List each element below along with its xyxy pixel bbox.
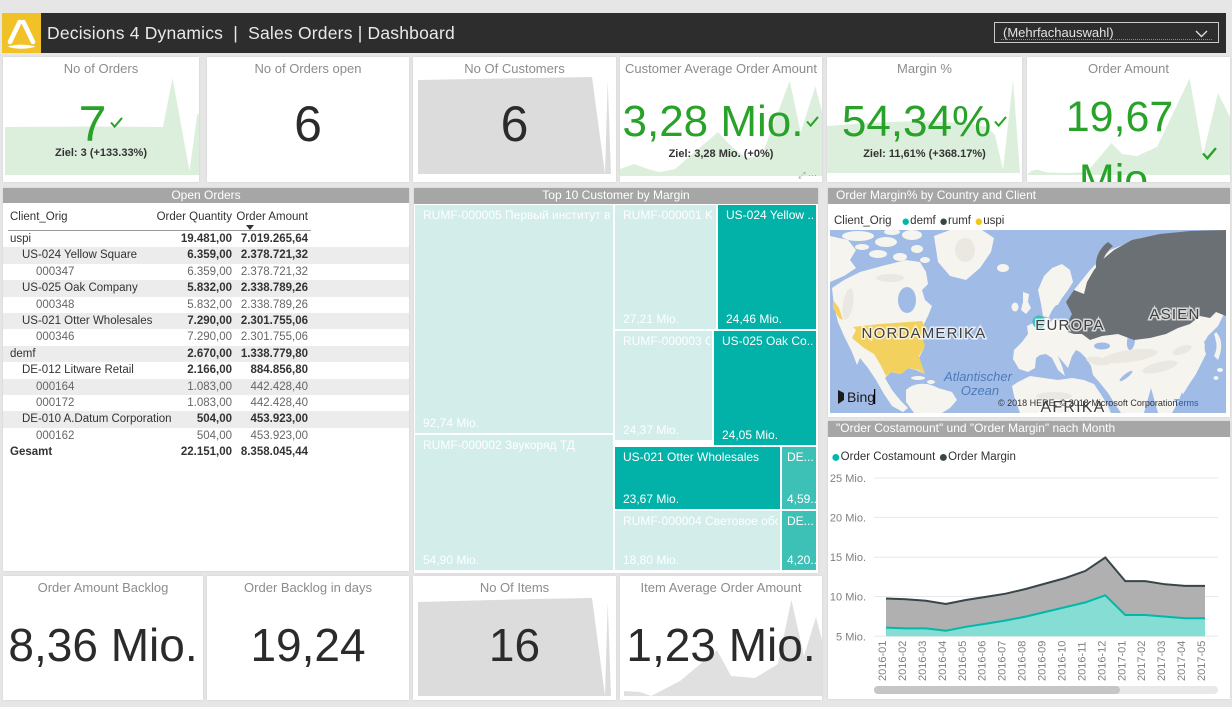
svg-text:2017-04: 2017-04: [1176, 641, 1188, 681]
svg-text:© 2018 HERE, © 2018 Microsoft: © 2018 HERE, © 2018 Microsoft Corporatio…: [998, 398, 1177, 408]
svg-text:2016-11: 2016-11: [1076, 641, 1088, 681]
svg-text:Bing: Bing: [847, 389, 875, 405]
svg-text:2017-01: 2017-01: [1116, 641, 1128, 681]
svg-text:2016-07: 2016-07: [997, 641, 1009, 681]
svg-text:2016-06: 2016-06: [977, 641, 989, 681]
svg-text:2016-10: 2016-10: [1057, 641, 1069, 681]
svg-text:NORDAMERIKA: NORDAMERIKA: [862, 325, 987, 342]
svg-text:ASIEN: ASIEN: [1149, 306, 1200, 323]
svg-text:2016-08: 2016-08: [1017, 641, 1029, 681]
svg-text:10 Mio.: 10 Mio.: [830, 592, 866, 604]
svg-text:2016-09: 2016-09: [1037, 641, 1049, 681]
svg-text:20 Mio.: 20 Mio.: [830, 512, 866, 524]
svg-text:2016-04: 2016-04: [937, 641, 949, 681]
svg-text:2017-03: 2017-03: [1156, 641, 1168, 681]
svg-text:Atlantischer: Atlantischer: [943, 369, 1013, 384]
svg-text:25 Mio.: 25 Mio.: [830, 473, 866, 485]
svg-text:2016-01: 2016-01: [877, 641, 889, 681]
svg-text:2016-02: 2016-02: [897, 641, 909, 681]
svg-text:EUROPA: EUROPA: [1035, 317, 1104, 334]
svg-text:15 Mio.: 15 Mio.: [830, 552, 866, 564]
svg-text:2017-05: 2017-05: [1196, 641, 1208, 681]
svg-text:2016-05: 2016-05: [957, 641, 969, 681]
svg-text:2016-12: 2016-12: [1096, 641, 1108, 681]
svg-text:Ozean: Ozean: [961, 383, 999, 398]
svg-text:2016-03: 2016-03: [917, 641, 929, 681]
svg-text:AFRIKA: AFRIKA: [1041, 399, 1106, 413]
svg-text:2017-02: 2017-02: [1136, 641, 1148, 681]
svg-text:5 Mio.: 5 Mio.: [836, 631, 866, 643]
svg-text:Terms: Terms: [1174, 398, 1199, 408]
